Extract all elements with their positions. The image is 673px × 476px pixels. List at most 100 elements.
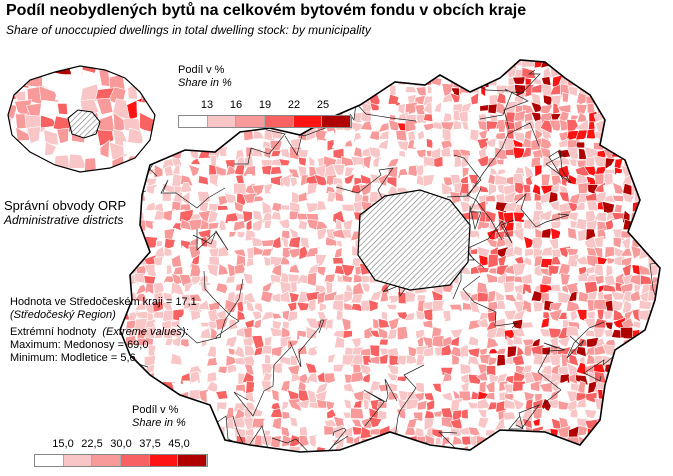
municipality-cell xyxy=(120,256,128,265)
municipality-cell xyxy=(669,374,673,384)
municipality-cell xyxy=(632,156,641,169)
municipality-cell xyxy=(215,317,229,333)
municipality-cell xyxy=(152,67,165,80)
municipality-cell xyxy=(658,345,660,359)
municipality-cell xyxy=(423,113,434,123)
municipality-cell xyxy=(567,49,577,57)
municipality-cell xyxy=(659,400,660,413)
municipality-cell xyxy=(424,433,436,445)
municipality-cell xyxy=(667,255,673,266)
region-outline xyxy=(119,59,661,453)
municipality-cell xyxy=(650,164,660,177)
municipality-cell xyxy=(261,345,273,355)
municipality-cell xyxy=(270,150,282,158)
main-legend-label-cz: Podíl v % xyxy=(132,404,179,416)
municipality-cell xyxy=(638,138,651,152)
municipality-cell xyxy=(639,373,653,386)
municipality-cell xyxy=(224,60,238,61)
district-border xyxy=(192,229,229,251)
municipality-cell xyxy=(352,434,361,449)
municipality-cell xyxy=(291,51,301,60)
municipality-cell xyxy=(477,50,489,59)
municipality-cell xyxy=(656,380,660,393)
municipality-cell xyxy=(251,310,263,321)
municipality-cell xyxy=(468,453,480,464)
municipality-cell xyxy=(264,60,274,62)
municipality-cell xyxy=(341,274,354,283)
municipality-cell xyxy=(630,146,644,159)
municipality-cell xyxy=(389,83,397,97)
municipality-cell xyxy=(184,281,194,293)
municipality-cell xyxy=(315,183,330,196)
municipality-cell xyxy=(630,92,643,105)
municipality-cell xyxy=(656,389,660,403)
municipality-cell xyxy=(631,373,643,385)
municipality-cell xyxy=(631,76,642,89)
municipality-cell xyxy=(386,398,401,413)
municipality-cell xyxy=(477,60,491,71)
municipality-cell xyxy=(650,93,660,106)
municipality-cell xyxy=(279,172,293,188)
municipality-cell xyxy=(120,164,131,178)
municipality-cell xyxy=(611,355,626,367)
municipality-cell xyxy=(227,444,240,452)
municipality-cell xyxy=(619,348,633,359)
municipality-cell xyxy=(386,176,397,189)
municipality-cell xyxy=(583,68,598,79)
municipality-cell xyxy=(593,82,608,94)
municipality-cell xyxy=(306,271,317,288)
municipality-cell xyxy=(666,321,673,332)
municipality-cell xyxy=(612,236,622,249)
municipality-cell xyxy=(296,411,308,422)
municipality-cell xyxy=(345,435,355,445)
municipality-cell xyxy=(638,175,653,187)
municipality-cell xyxy=(171,292,181,305)
municipality-cell xyxy=(210,195,220,207)
municipality-cell xyxy=(462,273,472,286)
municipality-cell xyxy=(620,140,633,150)
municipality-cell xyxy=(614,400,625,413)
municipality-cell xyxy=(647,343,660,354)
main-legend-tick: 45,0 xyxy=(168,438,190,450)
municipality-cell xyxy=(197,175,209,186)
inset-legend-label-cz: Podíl v % xyxy=(178,64,225,76)
municipality-cell xyxy=(126,205,140,215)
municipality-cell xyxy=(658,60,660,61)
district-border xyxy=(419,431,463,452)
municipality-cell xyxy=(641,211,652,222)
municipality-cell xyxy=(502,60,517,62)
municipality-cell xyxy=(499,453,506,465)
municipality-cell xyxy=(161,139,176,152)
municipality-cell xyxy=(242,355,258,367)
municipality-cell xyxy=(595,451,607,452)
legend-swatch xyxy=(63,455,93,466)
municipality-cell xyxy=(261,389,273,404)
municipality-cell xyxy=(605,218,615,234)
municipality-cell xyxy=(52,66,73,77)
municipality-cell xyxy=(485,272,498,284)
municipality-cell xyxy=(467,420,481,430)
municipality-cell xyxy=(353,83,365,98)
municipality-cell xyxy=(415,381,425,395)
municipality-cell xyxy=(669,283,673,294)
district-border xyxy=(545,149,572,184)
main-legend-color-bar xyxy=(34,454,208,467)
municipality-cell xyxy=(548,238,559,250)
municipality-cell xyxy=(612,380,625,394)
municipality-cell xyxy=(352,67,364,80)
municipality-cell xyxy=(658,101,660,115)
municipality-cell xyxy=(604,139,616,150)
municipality-cell xyxy=(641,193,653,205)
municipality-cell xyxy=(668,57,673,70)
municipality-cell xyxy=(308,155,316,167)
municipality-cell xyxy=(605,443,617,452)
municipality-cell xyxy=(417,129,426,141)
municipality-cell xyxy=(207,208,219,225)
municipality-cell xyxy=(360,75,372,88)
municipality-cell xyxy=(640,230,650,241)
municipality-cell xyxy=(145,60,157,68)
municipality-cell xyxy=(514,455,525,467)
municipality-cell xyxy=(667,102,673,112)
municipality-cell xyxy=(253,245,264,256)
district-border xyxy=(479,69,541,120)
